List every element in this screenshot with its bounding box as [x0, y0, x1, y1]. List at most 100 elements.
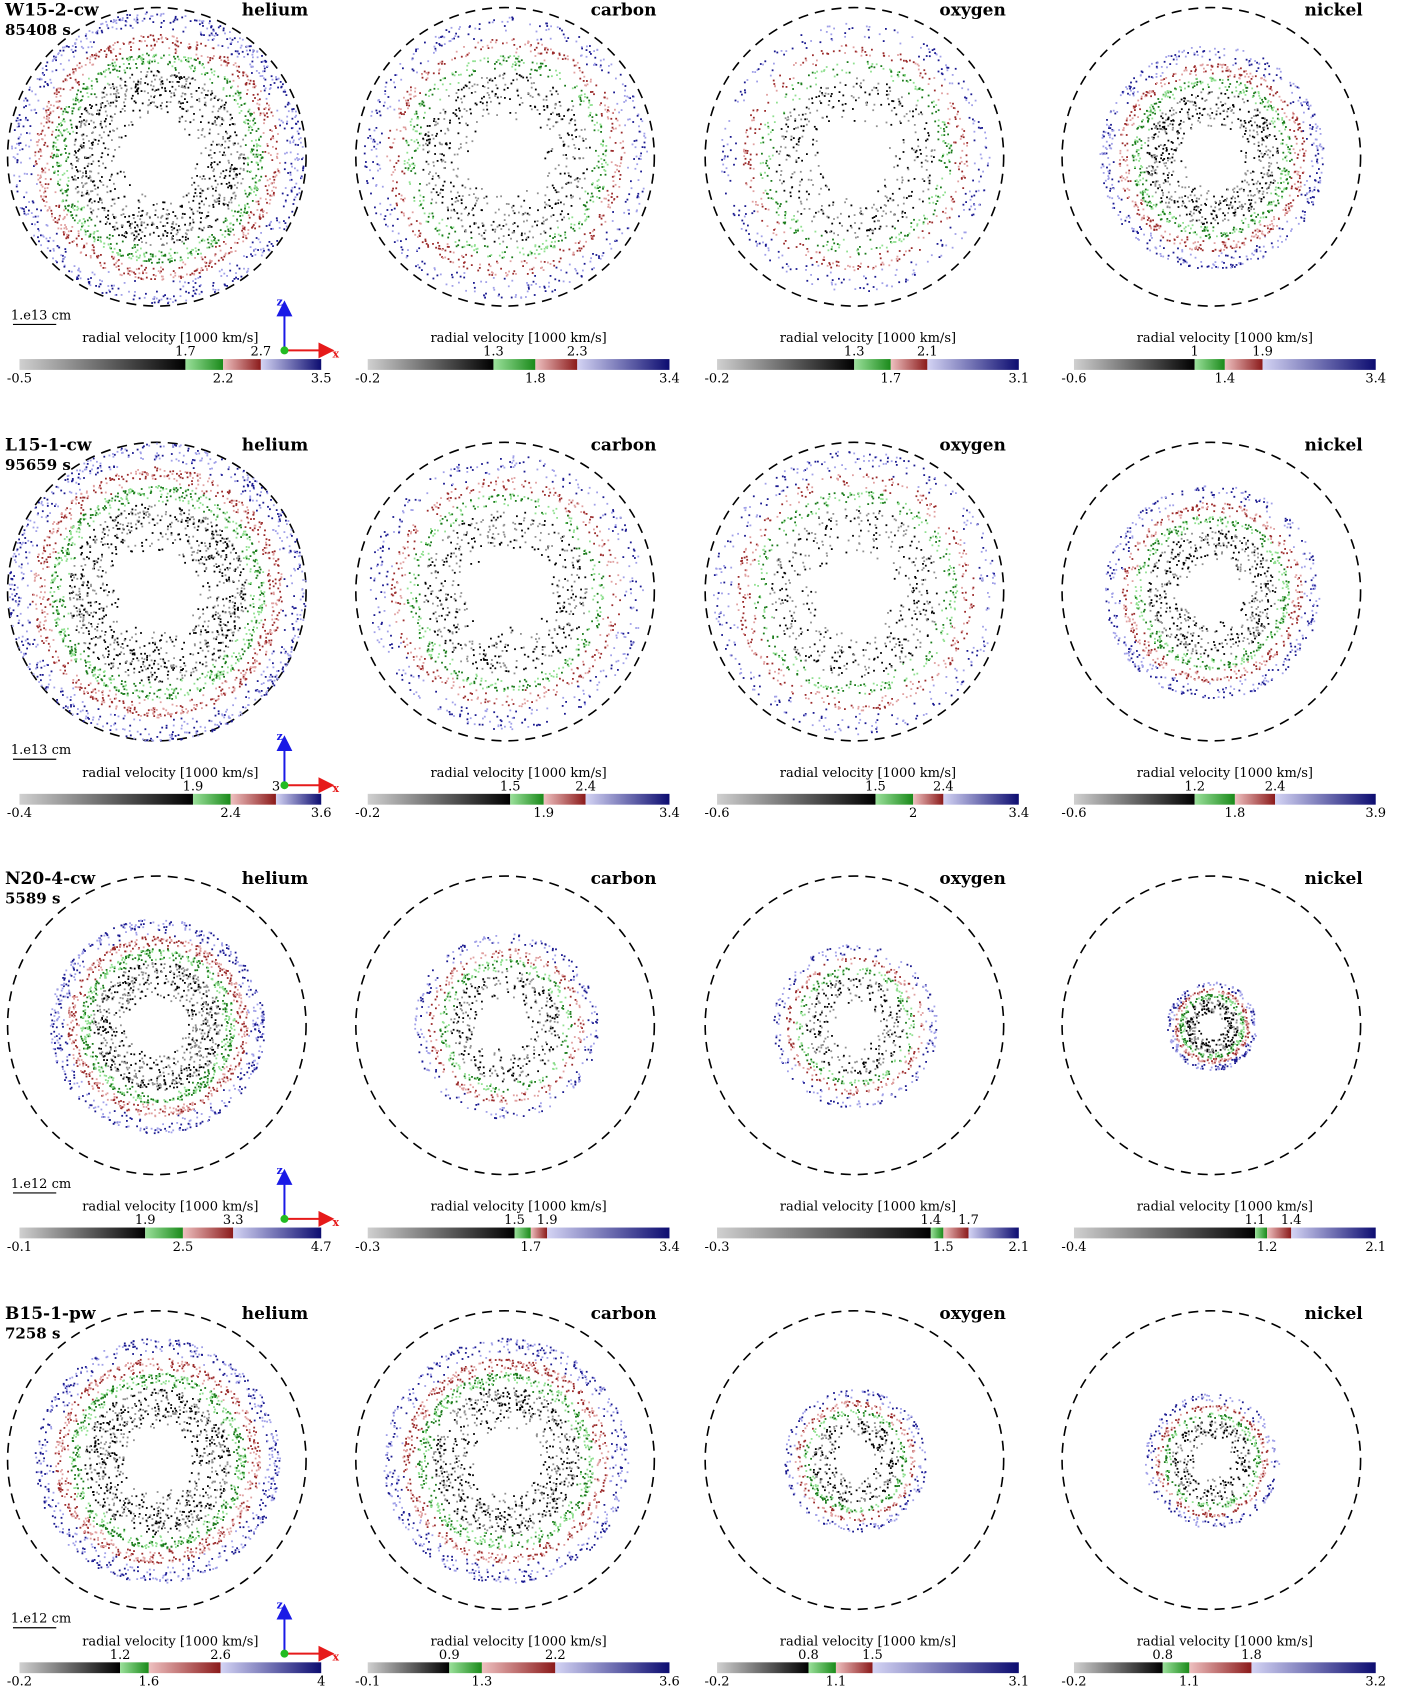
particle: [640, 155, 642, 157]
particle: [584, 129, 586, 131]
particle: [442, 234, 444, 236]
particle: [621, 132, 623, 134]
particle: [153, 223, 155, 225]
particle: [238, 211, 240, 213]
particle: [501, 64, 503, 66]
particle: [81, 195, 83, 197]
particle: [451, 59, 453, 61]
particle: [236, 66, 238, 68]
particle: [243, 154, 245, 156]
particle: [286, 116, 288, 118]
particle: [963, 143, 965, 145]
particle: [37, 78, 39, 80]
particle: [212, 34, 214, 36]
particle: [394, 169, 396, 171]
particle: [60, 95, 62, 97]
particle: [590, 79, 592, 81]
particle: [128, 57, 130, 59]
particle: [119, 48, 121, 50]
particle: [597, 185, 599, 187]
particle: [830, 272, 832, 274]
particle: [196, 54, 198, 56]
particle: [117, 76, 119, 78]
particle: [290, 152, 292, 154]
particle: [81, 182, 83, 184]
particle: [83, 207, 85, 209]
particle: [413, 167, 415, 169]
particle: [430, 202, 432, 204]
particle: [250, 80, 252, 82]
particle: [585, 209, 587, 211]
particle: [143, 58, 145, 60]
particle: [595, 64, 597, 66]
particle: [521, 261, 523, 263]
particle: [110, 243, 112, 245]
particle: [542, 63, 544, 65]
particle: [100, 265, 102, 267]
particle: [515, 294, 517, 296]
particle: [87, 165, 89, 167]
particle: [203, 175, 205, 177]
particle: [253, 80, 255, 82]
particle: [962, 187, 964, 189]
particle: [217, 183, 219, 185]
particle: [188, 292, 190, 294]
particle: [145, 13, 147, 15]
particle: [859, 287, 861, 289]
particle: [185, 120, 187, 122]
particle: [242, 139, 244, 141]
particle: [161, 299, 163, 301]
particle: [526, 190, 528, 192]
particle: [529, 269, 531, 271]
particle: [164, 254, 166, 256]
particle: [147, 36, 149, 38]
particle: [591, 170, 593, 172]
particle: [223, 89, 225, 91]
particle: [622, 147, 624, 149]
particle: [124, 232, 126, 234]
particle: [201, 212, 203, 214]
particle: [135, 237, 137, 239]
particle: [244, 103, 246, 105]
particle: [194, 69, 196, 71]
particle: [48, 183, 50, 185]
particle: [261, 55, 263, 57]
particle: [186, 101, 188, 103]
particle: [543, 269, 545, 271]
particle: [97, 110, 99, 112]
domain-boundary: [705, 8, 1004, 307]
particle: [469, 188, 471, 190]
particle: [544, 109, 546, 111]
particle: [526, 77, 528, 79]
particle: [258, 128, 260, 130]
particle: [462, 225, 464, 227]
particle: [481, 209, 483, 211]
particle: [367, 182, 369, 184]
particle: [173, 280, 175, 282]
particle: [192, 249, 194, 251]
particle: [254, 187, 256, 189]
particle: [137, 93, 139, 95]
particle: [272, 228, 274, 230]
particle: [414, 141, 416, 143]
colorbar-segment: [368, 359, 494, 370]
particle: [39, 177, 41, 179]
particle: [142, 210, 144, 212]
particle: [497, 262, 499, 264]
particle: [212, 29, 214, 31]
particle: [396, 162, 398, 164]
particle: [64, 216, 66, 218]
particle: [205, 72, 207, 74]
particle: [417, 264, 419, 266]
particle: [827, 265, 829, 267]
particle: [206, 28, 208, 30]
particle: [44, 188, 46, 190]
particle: [574, 72, 576, 74]
particle: [427, 274, 429, 276]
particle: [152, 48, 154, 50]
particle: [620, 158, 622, 160]
particle: [384, 93, 386, 95]
particle: [398, 155, 400, 157]
particle: [138, 277, 140, 279]
particle: [411, 223, 413, 225]
